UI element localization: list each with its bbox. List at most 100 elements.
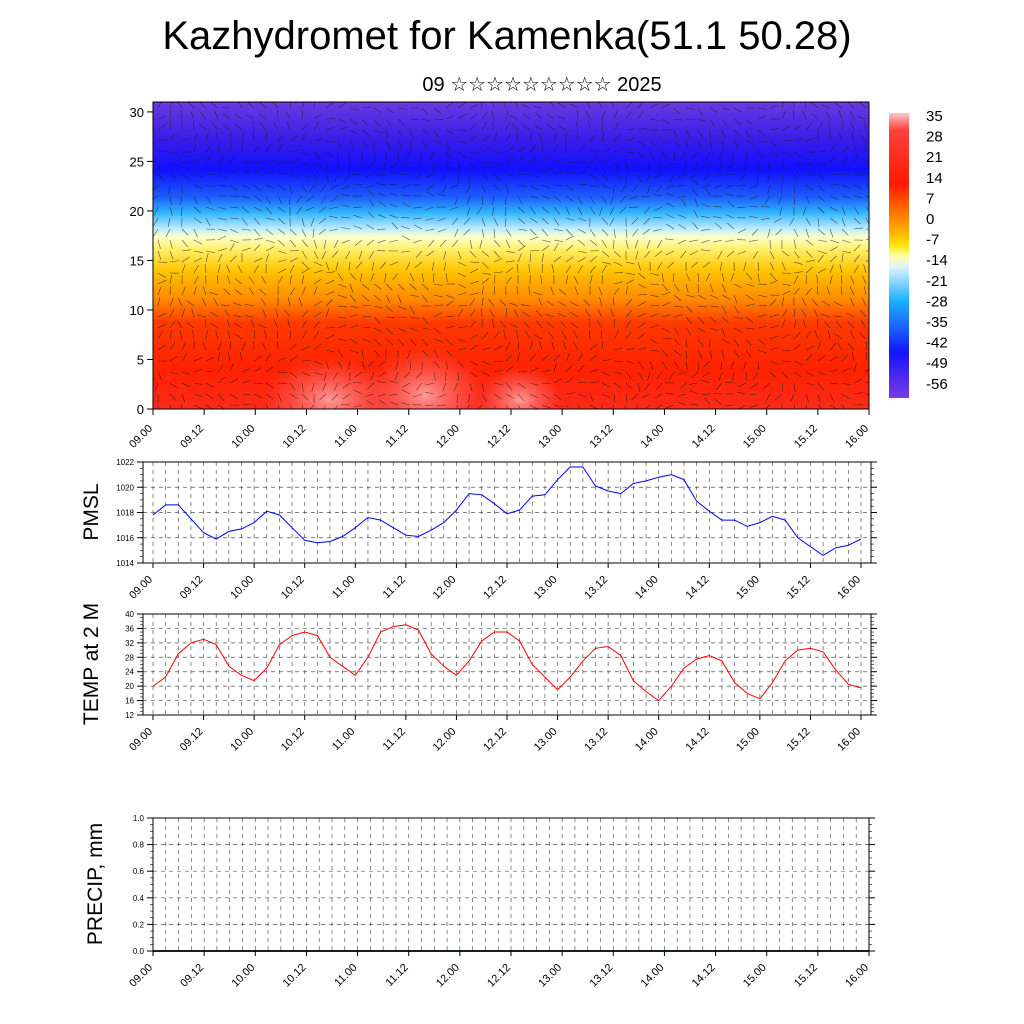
wind-vector [713, 393, 723, 395]
colorbar-label: -35 [926, 314, 948, 331]
wind-vector [401, 250, 411, 253]
x-tick-label: 13.12 [587, 962, 615, 990]
wind-vector [493, 382, 503, 386]
x-tick-label: 16.00 [843, 962, 871, 990]
wind-vector [193, 286, 197, 296]
x-tick-label: 12.00 [434, 423, 462, 451]
wind-vector [553, 239, 563, 242]
wind-vector [721, 338, 730, 344]
wind-vector [769, 261, 775, 271]
wind-vector [153, 217, 159, 226]
wind-vector [371, 261, 375, 271]
wind-vector [332, 371, 339, 380]
wind-vector [510, 323, 519, 329]
wind-vector [613, 184, 615, 195]
wind-vector [373, 129, 383, 134]
wind-vector [373, 294, 381, 302]
y-tick-label: 0.6 [133, 867, 145, 876]
wind-vector [153, 184, 159, 191]
wind-vector [491, 195, 495, 205]
wind-vector [805, 239, 814, 246]
wind-vector [353, 214, 363, 219]
wind-vector [397, 338, 405, 346]
wind-vector [426, 184, 435, 191]
y-tick-label: 0.0 [133, 947, 145, 956]
wind-vector [491, 121, 495, 131]
wind-vector [641, 393, 651, 398]
wind-vector [721, 129, 726, 139]
wind-vector [443, 261, 447, 271]
wind-vector [454, 228, 459, 238]
wind-vector [313, 300, 322, 307]
wind-vector [805, 228, 810, 238]
wind-vector [210, 102, 219, 109]
x-tick-label: 14.12 [690, 423, 718, 451]
wind-vector [457, 173, 459, 183]
wind-vector [214, 110, 219, 120]
wind-vector [525, 330, 531, 340]
wind-vector [577, 217, 587, 222]
wind-vector [541, 168, 550, 175]
wind-vector [237, 102, 243, 109]
x-tick-label: 09.00 [127, 726, 155, 754]
wind-vector [366, 239, 375, 246]
wind-vector [449, 184, 459, 189]
wind-vector [705, 187, 711, 197]
wind-vector [546, 300, 555, 307]
wind-vector [665, 404, 675, 409]
wind-vector [597, 320, 603, 329]
wind-vector [277, 239, 285, 247]
wind-vector [445, 140, 450, 150]
wind-vector [337, 151, 339, 162]
wind-vector [517, 245, 526, 252]
wind-vector [469, 135, 478, 142]
wind-vector [341, 227, 351, 230]
wind-vector [157, 371, 163, 381]
wind-vector [493, 275, 496, 285]
wind-vector [442, 382, 447, 392]
wind-vector [361, 129, 370, 136]
wind-vector [781, 349, 791, 352]
wind-vector [656, 371, 663, 380]
wind-vector [469, 371, 478, 378]
x-tick-label: 10.00 [228, 574, 256, 602]
wind-vector [863, 264, 867, 274]
wind-vector [193, 382, 203, 386]
wind-vector [769, 239, 772, 249]
wind-vector [511, 123, 519, 131]
wind-vector [847, 102, 855, 109]
wind-vector [288, 195, 291, 205]
wind-vector [313, 261, 323, 266]
wind-vector [313, 343, 321, 351]
wind-vector [565, 184, 574, 191]
wind-vector [610, 308, 615, 318]
wind-vector [378, 201, 387, 208]
wind-vector [493, 184, 501, 192]
wind-vector [563, 341, 567, 351]
wind-vector [781, 102, 784, 109]
wind-vector [577, 353, 584, 362]
wind-vector [619, 206, 627, 214]
wind-vector [481, 250, 490, 257]
wind-vector [313, 320, 321, 329]
wind-vector [529, 353, 537, 362]
wind-vector [685, 327, 692, 336]
wind-vector [457, 102, 466, 109]
wind-vector [853, 254, 860, 263]
wind-vector [637, 261, 641, 271]
wind-vector [553, 404, 563, 408]
wind-vector [769, 272, 777, 281]
wind-vector [325, 151, 334, 158]
wind-vector [469, 360, 479, 366]
wind-vector [179, 195, 183, 205]
y-tick-label: 1018 [116, 509, 134, 518]
wind-vector [701, 184, 711, 189]
wind-vector [517, 352, 520, 362]
wind-vector [565, 235, 575, 241]
wind-vector [289, 102, 292, 109]
wind-vector [213, 297, 219, 307]
wind-vector [378, 371, 387, 378]
wind-vector [793, 173, 798, 183]
wind-vector [305, 206, 315, 211]
wind-vector [349, 305, 359, 309]
